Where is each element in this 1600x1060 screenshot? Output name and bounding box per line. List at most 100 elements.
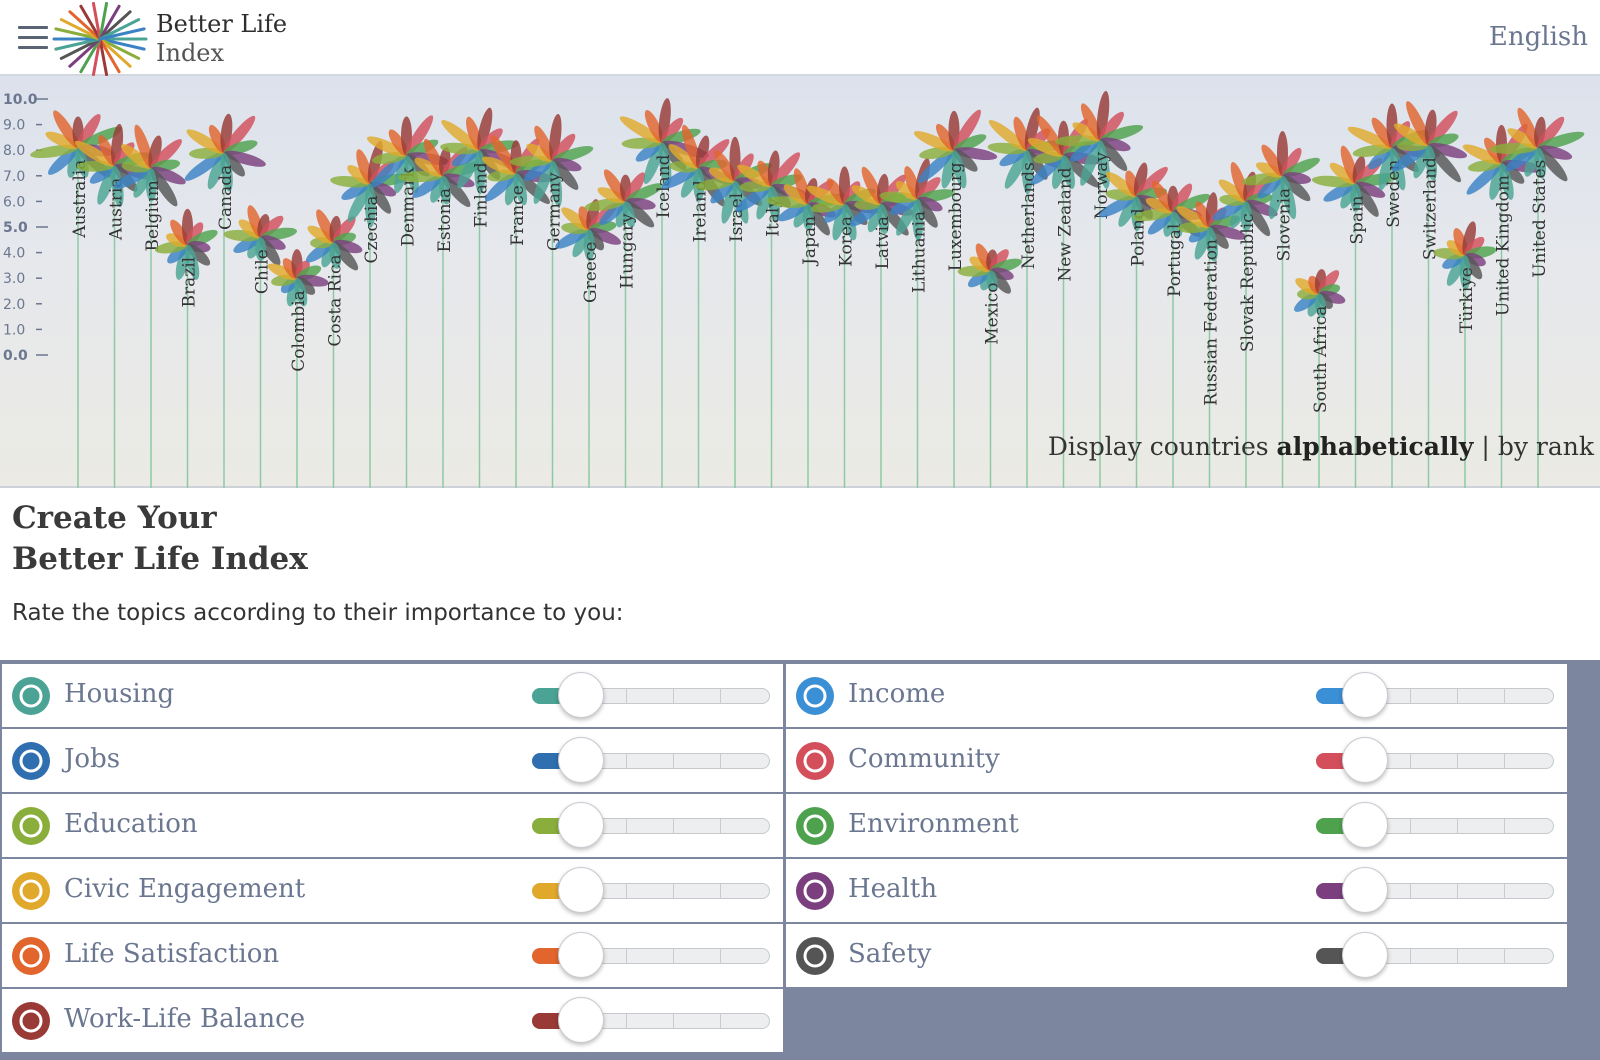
country-label[interactable]: Mexico	[983, 283, 1003, 345]
flower-petal	[1323, 182, 1356, 202]
importance-slider[interactable]	[1316, 867, 1554, 913]
country-label[interactable]: Italy	[764, 198, 784, 237]
country-label[interactable]: Belgium	[143, 180, 163, 251]
importance-slider[interactable]	[1316, 802, 1554, 848]
country-flower[interactable]: Hungary	[584, 167, 666, 488]
country-label[interactable]: Poland	[1129, 208, 1149, 267]
flower-petal	[457, 150, 481, 189]
slider-knob[interactable]	[1342, 932, 1388, 978]
country-flower[interactable]: Brazil	[154, 208, 220, 488]
slider-knob[interactable]	[558, 737, 604, 783]
country-label[interactable]: Luxembourg	[946, 162, 966, 271]
flower-petal	[1466, 162, 1502, 195]
country-label[interactable]: United Kingdom	[1494, 175, 1514, 316]
country-label[interactable]: Slovenia	[1275, 188, 1295, 262]
slider-knob[interactable]	[558, 672, 604, 718]
country-label[interactable]: Russian Federation	[1202, 239, 1222, 406]
country-flower[interactable]: Estonia	[398, 137, 488, 488]
country-label[interactable]: Türkiye	[1457, 267, 1477, 333]
country-flower[interactable]: Costa Rica	[303, 207, 364, 488]
country-flower[interactable]: South Africa	[1291, 267, 1346, 488]
slider-knob[interactable]	[558, 867, 604, 913]
importance-slider[interactable]	[532, 737, 770, 783]
country-label[interactable]: Netherlands	[1019, 162, 1039, 269]
importance-slider[interactable]	[1316, 737, 1554, 783]
country-label[interactable]: Chile	[253, 249, 273, 294]
country-label[interactable]: France	[508, 185, 528, 246]
country-flower[interactable]: United Kingdom	[1461, 121, 1545, 488]
country-flower[interactable]: Australia	[29, 108, 124, 488]
flower-petal	[347, 183, 372, 223]
country-flower[interactable]: Türkiye	[1433, 220, 1497, 488]
country-label[interactable]: Canada	[216, 165, 236, 230]
importance-slider[interactable]	[532, 932, 770, 978]
country-label[interactable]: Finland	[472, 162, 492, 228]
slider-knob[interactable]	[1342, 867, 1388, 913]
country-flower[interactable]: Luxembourg	[912, 107, 998, 488]
importance-slider[interactable]	[1316, 932, 1554, 978]
country-label[interactable]: Ireland	[691, 180, 711, 242]
hamburger-menu-icon[interactable]	[18, 26, 48, 50]
country-label[interactable]: Germany	[545, 172, 565, 251]
country-flower[interactable]: Greece	[553, 198, 623, 488]
display-by-rank-link[interactable]: by rank	[1497, 432, 1594, 461]
country-flower[interactable]: New Zealand	[1026, 113, 1103, 488]
slider-knob[interactable]	[1342, 802, 1388, 848]
country-label[interactable]: Switzerland	[1421, 157, 1441, 260]
country-flower[interactable]: Belgium	[112, 123, 188, 488]
country-flower[interactable]: United States	[1489, 106, 1585, 488]
country-label[interactable]: Colombia	[289, 290, 309, 372]
slider-knob[interactable]	[1342, 672, 1388, 718]
country-label[interactable]: Hungary	[618, 213, 638, 289]
create-title: Create Your Better Life Index	[12, 498, 308, 580]
country-label[interactable]: United States	[1530, 160, 1550, 278]
country-label[interactable]: Australia	[70, 160, 90, 239]
flower-petal	[668, 144, 699, 169]
importance-slider[interactable]	[532, 672, 770, 718]
country-label[interactable]: Japan	[800, 216, 820, 267]
country-label[interactable]: New Zealand	[1056, 167, 1076, 281]
country-flower[interactable]: Colombia	[266, 249, 330, 488]
flower-petal	[477, 107, 493, 151]
country-label[interactable]: Brazil	[180, 257, 200, 308]
country-label[interactable]: Austria	[107, 178, 127, 241]
country-label[interactable]: Korea	[837, 216, 857, 267]
country-label[interactable]: Denmark	[399, 167, 419, 247]
country-label[interactable]: Czechia	[362, 195, 382, 263]
country-label[interactable]: Norway	[1092, 152, 1112, 220]
country-flower[interactable]: Canada	[182, 113, 268, 488]
country-flower[interactable]: Finland	[438, 106, 526, 488]
importance-slider[interactable]	[532, 802, 770, 848]
country-label[interactable]: Costa Rica	[326, 254, 346, 346]
country-label[interactable]: Greece	[581, 242, 601, 303]
display-alphabetically-link[interactable]: alphabetically	[1276, 432, 1474, 461]
slider-tick	[720, 819, 721, 833]
flower-petal	[1218, 179, 1247, 203]
colorful-flower-logo-icon[interactable]	[52, 2, 148, 76]
language-selector[interactable]: English	[1488, 22, 1588, 52]
slider-knob[interactable]	[558, 932, 604, 978]
ballot-icon	[12, 872, 50, 910]
importance-slider[interactable]	[532, 867, 770, 913]
country-label[interactable]: South Africa	[1311, 306, 1331, 414]
slider-knob[interactable]	[1342, 737, 1388, 783]
y-tick-label: 10.0	[3, 92, 38, 108]
country-flower[interactable]: Mexico	[957, 241, 1023, 488]
country-label[interactable]: Latvia	[873, 216, 893, 269]
country-flower[interactable]: Chile	[223, 204, 298, 488]
importance-slider[interactable]	[1316, 672, 1554, 718]
country-label[interactable]: Portugal	[1165, 224, 1185, 297]
country-label[interactable]: Estonia	[435, 188, 455, 253]
country-flower[interactable]: Slovenia	[1241, 130, 1322, 488]
importance-slider[interactable]	[532, 997, 770, 1043]
country-label[interactable]: Spain	[1348, 195, 1368, 244]
country-label[interactable]: Lithuania	[910, 211, 930, 293]
site-logo-text[interactable]: Better Life Index	[156, 10, 287, 68]
country-label[interactable]: Slovak Republic	[1238, 213, 1258, 352]
country-label[interactable]: Sweden	[1384, 160, 1404, 228]
country-flower[interactable]: Switzerland	[1389, 99, 1469, 488]
slider-knob[interactable]	[558, 802, 604, 848]
country-flower[interactable]: Slovak Republic	[1210, 160, 1280, 488]
country-flower[interactable]: Germany	[509, 113, 595, 488]
slider-knob[interactable]	[558, 997, 604, 1043]
